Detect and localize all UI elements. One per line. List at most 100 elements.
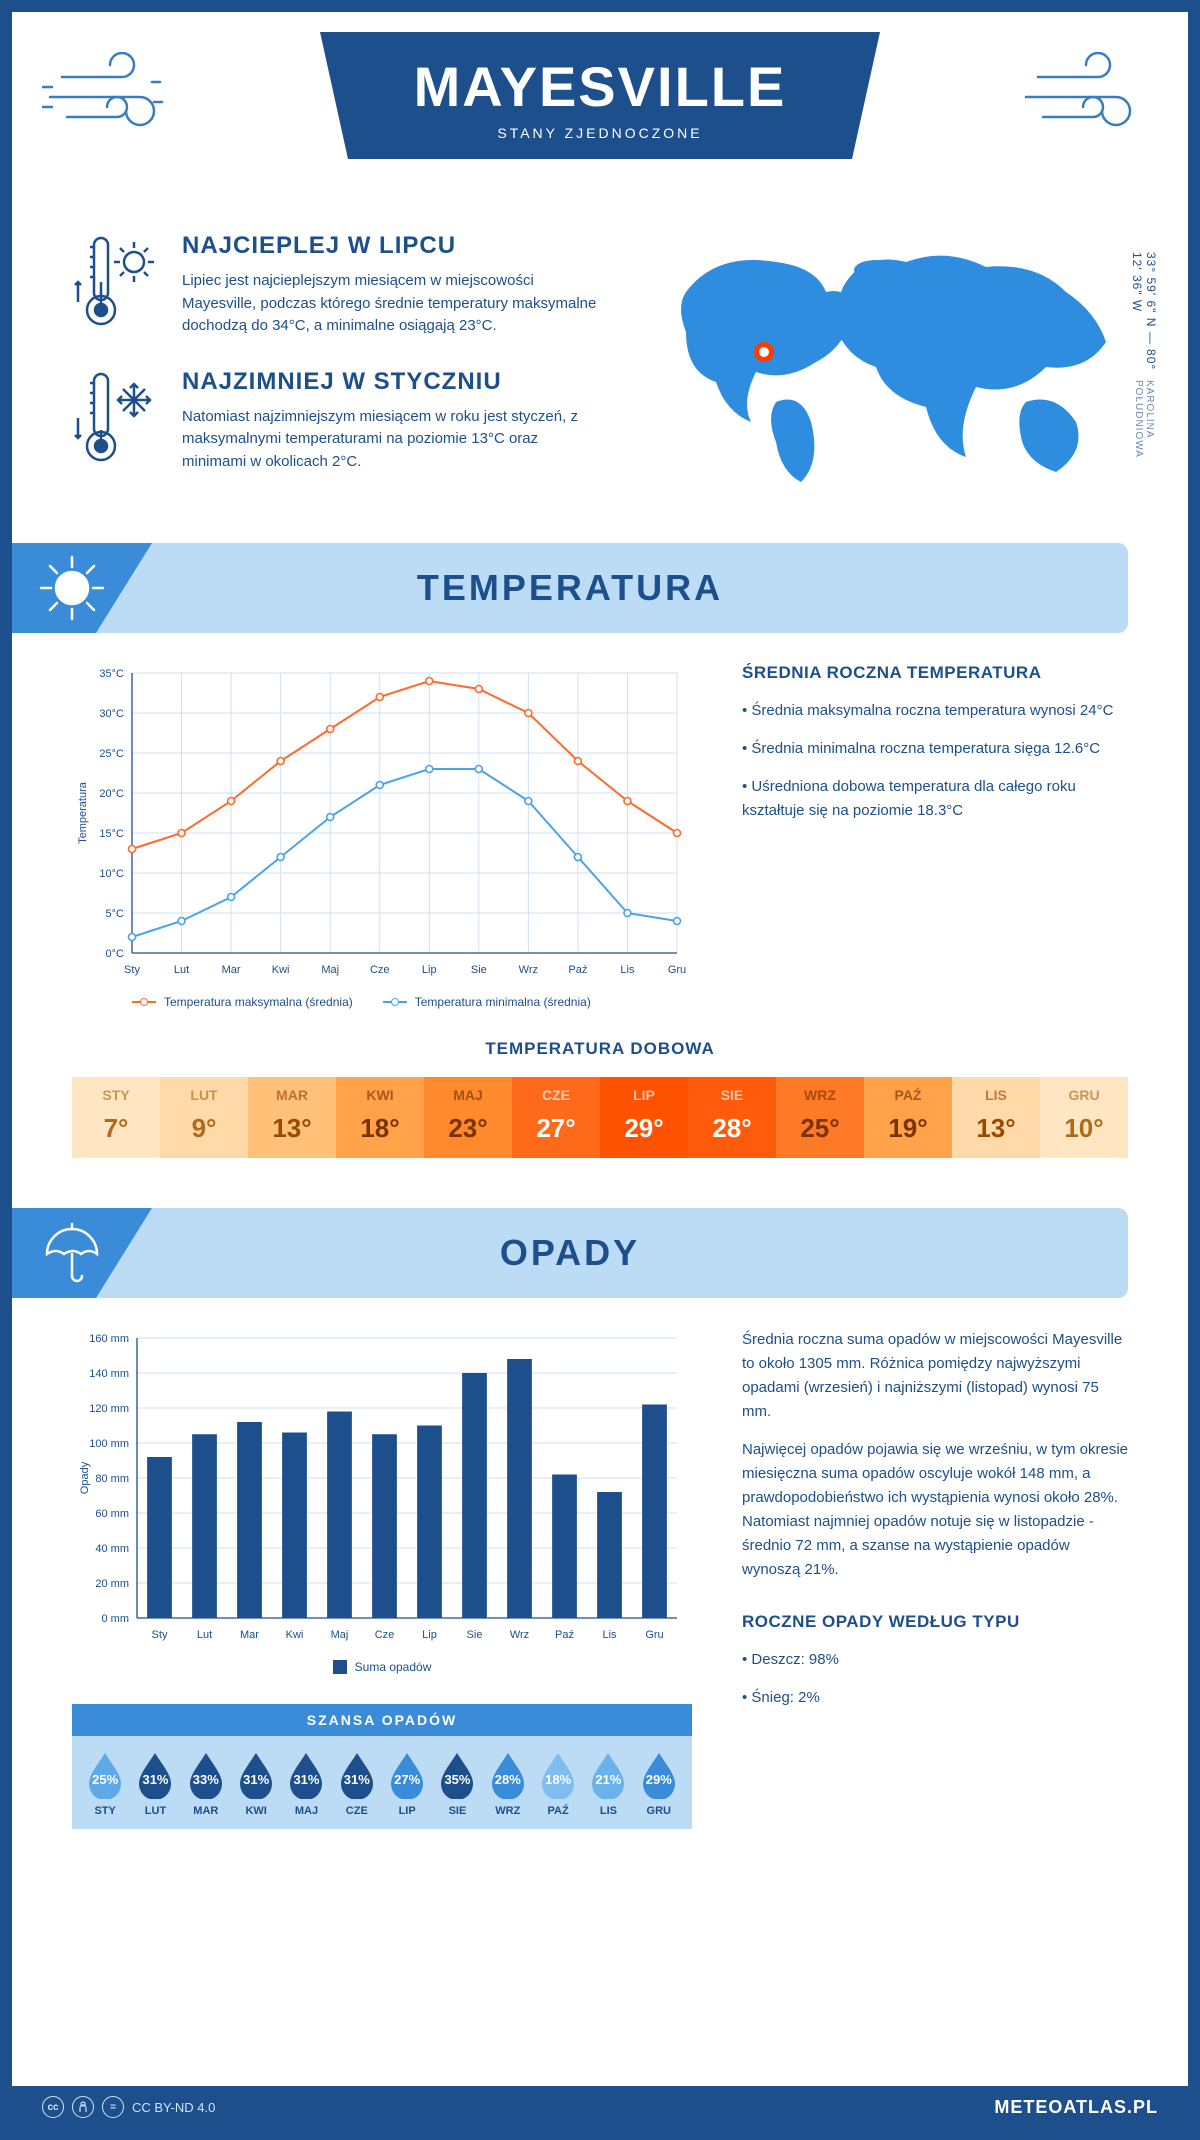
- svg-text:Opady: Opady: [79, 1461, 91, 1494]
- by-icon: [72, 2096, 94, 2118]
- svg-text:20 mm: 20 mm: [95, 1578, 129, 1590]
- world-map: [644, 232, 1128, 497]
- rain-chance-title: SZANSA OPADÓW: [72, 1704, 692, 1736]
- temperature-bullet: Średnia maksymalna roczna temperatura wy…: [742, 699, 1128, 723]
- svg-text:Cze: Cze: [370, 964, 390, 976]
- svg-text:0°C: 0°C: [106, 948, 125, 960]
- svg-text:Lut: Lut: [174, 964, 189, 976]
- temperature-line-chart: 0°C5°C10°C15°C20°C25°C30°C35°CStyLutMarK…: [72, 663, 692, 983]
- temperature-content: 0°C5°C10°C15°C20°C25°C30°C35°CStyLutMarK…: [12, 663, 1188, 1009]
- precip-content: 0 mm20 mm40 mm60 mm80 mm100 mm120 mm140 …: [12, 1328, 1188, 1829]
- daily-temperature: TEMPERATURA DOBOWA STY7°LUT9°MAR13°KWI18…: [12, 1009, 1188, 1208]
- coordinates: 33° 59' 6" N — 80° 12' 36" W KAROLINA PO…: [1130, 252, 1158, 472]
- rain-chance-item: 31%CZE: [332, 1751, 382, 1817]
- svg-text:20°C: 20°C: [99, 788, 124, 800]
- svg-text:Paź: Paź: [568, 964, 587, 976]
- temperature-summary-title: ŚREDNIA ROCZNA TEMPERATURA: [742, 663, 1128, 683]
- section-temperature-title: TEMPERATURA: [417, 567, 723, 609]
- svg-text:40 mm: 40 mm: [95, 1543, 129, 1555]
- umbrella-icon: [37, 1218, 107, 1293]
- daily-temp-cell: LUT9°: [160, 1077, 248, 1158]
- svg-text:Lip: Lip: [422, 964, 437, 976]
- daily-temp-cell: PAŹ19°: [864, 1077, 952, 1158]
- svg-text:Paź: Paź: [555, 1629, 574, 1641]
- rain-chance-item: 27%LIP: [382, 1751, 432, 1817]
- daily-temp-cell: MAJ23°: [424, 1077, 512, 1158]
- legend-max: Temperatura maksymalna (średnia): [164, 995, 353, 1009]
- svg-text:10°C: 10°C: [99, 868, 124, 880]
- daily-temp-cell: STY7°: [72, 1077, 160, 1158]
- svg-text:Maj: Maj: [321, 964, 339, 976]
- rain-chance-item: 31%MAJ: [281, 1751, 331, 1817]
- svg-text:Lut: Lut: [197, 1629, 212, 1641]
- svg-text:Kwi: Kwi: [286, 1629, 304, 1641]
- svg-text:Mar: Mar: [222, 964, 241, 976]
- daily-temp-cell: CZE27°: [512, 1077, 600, 1158]
- page-title: MAYESVILLE: [330, 54, 870, 119]
- thermometer-hot-icon: [72, 232, 162, 338]
- daily-temp-cell: LIP29°: [600, 1077, 688, 1158]
- svg-text:160 mm: 160 mm: [89, 1333, 129, 1345]
- rain-chance-item: 28%WRZ: [483, 1751, 533, 1817]
- wind-icon-left: [42, 52, 182, 147]
- precip-summary-2: Najwięcej opadów pojawia się we wrześniu…: [742, 1438, 1128, 1582]
- daily-temp-cell: KWI18°: [336, 1077, 424, 1158]
- precip-bytype-title: ROCZNE OPADY WEDŁUG TYPU: [742, 1612, 1128, 1632]
- precip-bar-chart: 0 mm20 mm40 mm60 mm80 mm100 mm120 mm140 …: [72, 1328, 692, 1648]
- precip-bytype-list: Deszcz: 98% Śnieg: 2%: [742, 1648, 1128, 1710]
- svg-text:60 mm: 60 mm: [95, 1508, 129, 1520]
- rain-chance-item: 25%STY: [80, 1751, 130, 1817]
- region-text: KAROLINA POŁUDNIOWA: [1133, 380, 1155, 472]
- svg-text:Gru: Gru: [645, 1629, 663, 1641]
- site-name: METEOATLAS.PL: [994, 2097, 1158, 2118]
- svg-text:Sie: Sie: [471, 964, 487, 976]
- svg-text:120 mm: 120 mm: [89, 1403, 129, 1415]
- daily-temp-cell: WRZ25°: [776, 1077, 864, 1158]
- thermometer-cold-icon: [72, 368, 162, 474]
- rain-chance: SZANSA OPADÓW 25%STY31%LUT33%MAR31%KWI31…: [72, 1704, 692, 1829]
- footer: cc = CC BY-ND 4.0 METEOATLAS.PL: [12, 2086, 1188, 2128]
- rain-chance-item: 33%MAR: [181, 1751, 231, 1817]
- cc-icon: cc: [42, 2096, 64, 2118]
- section-precip-header: OPADY: [12, 1208, 1128, 1298]
- fact-warmest: NAJCIEPLEJ W LIPCU Lipiec jest najcieple…: [72, 232, 604, 338]
- daily-temp-cell: LIS13°: [952, 1077, 1040, 1158]
- rain-chance-item: 18%PAŹ: [533, 1751, 583, 1817]
- coordinates-text: 33° 59' 6" N — 80° 12' 36" W: [1130, 252, 1158, 372]
- title-banner: MAYESVILLE STANY ZJEDNOCZONE: [320, 32, 880, 159]
- daily-temp-cell: MAR13°: [248, 1077, 336, 1158]
- rain-chance-item: 31%LUT: [130, 1751, 180, 1817]
- temperature-legend: Temperatura maksymalna (średnia) Tempera…: [72, 983, 692, 1009]
- temperature-bullets: Średnia maksymalna roczna temperatura wy…: [742, 699, 1128, 823]
- precip-type-item: Śnieg: 2%: [742, 1686, 1128, 1710]
- svg-text:140 mm: 140 mm: [89, 1368, 129, 1380]
- svg-text:Sty: Sty: [124, 964, 140, 976]
- svg-text:Sie: Sie: [467, 1629, 483, 1641]
- svg-text:15°C: 15°C: [99, 828, 124, 840]
- page-subtitle: STANY ZJEDNOCZONE: [330, 125, 870, 141]
- temperature-bullet: Uśredniona dobowa temperatura dla całego…: [742, 775, 1128, 823]
- svg-text:Temperatura: Temperatura: [77, 781, 89, 844]
- legend-precip: Suma opadów: [355, 1660, 432, 1674]
- wind-icon-right: [1018, 52, 1158, 147]
- svg-text:Gru: Gru: [668, 964, 686, 976]
- section-temperature-header: TEMPERATURA: [12, 543, 1128, 633]
- fact-warmest-title: NAJCIEPLEJ W LIPCU: [182, 232, 604, 260]
- fact-coldest: NAJZIMNIEJ W STYCZNIU Natomiast najzimni…: [72, 368, 604, 474]
- rain-chance-item: 21%LIS: [583, 1751, 633, 1817]
- svg-text:35°C: 35°C: [99, 668, 124, 680]
- svg-text:Kwi: Kwi: [272, 964, 290, 976]
- svg-text:Lis: Lis: [602, 1629, 617, 1641]
- precip-type-item: Deszcz: 98%: [742, 1648, 1128, 1672]
- precip-summary-1: Średnia roczna suma opadów w miejscowośc…: [742, 1328, 1128, 1424]
- daily-temp-cell: GRU10°: [1040, 1077, 1128, 1158]
- sun-icon: [37, 553, 107, 628]
- rain-chance-item: 35%SIE: [432, 1751, 482, 1817]
- svg-text:Wrz: Wrz: [510, 1629, 529, 1641]
- svg-text:Lip: Lip: [422, 1629, 437, 1641]
- svg-text:Mar: Mar: [240, 1629, 259, 1641]
- daily-temp-cell: SIE28°: [688, 1077, 776, 1158]
- rain-chance-item: 31%KWI: [231, 1751, 281, 1817]
- svg-text:Maj: Maj: [331, 1629, 349, 1641]
- rain-chance-item: 29%GRU: [634, 1751, 684, 1817]
